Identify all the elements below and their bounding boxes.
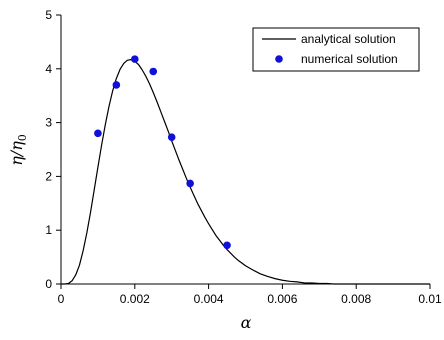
- x-tick-label: 0.01: [418, 292, 442, 306]
- y-tick-label: 0: [45, 277, 52, 291]
- numerical-solution-point: [186, 179, 194, 188]
- numerical-solution-point: [149, 67, 158, 76]
- x-tick-label: 0.004: [194, 292, 224, 306]
- numerical-solution-point: [223, 241, 231, 250]
- numerical-solution-point: [131, 55, 139, 63]
- legend-label-analytical: analytical solution: [301, 32, 396, 46]
- legend-box: [252, 27, 420, 72]
- legend: analytical solution numerical solution: [252, 27, 420, 72]
- legend-label-numerical: numerical solution: [301, 52, 398, 66]
- x-tick-label: 0.008: [341, 292, 371, 306]
- y-tick-label: 5: [45, 8, 52, 22]
- x-tick-label: 0.006: [267, 292, 297, 306]
- y-tick-label: 3: [45, 116, 52, 130]
- series: [61, 55, 430, 285]
- ticks: 0 0.002 0.004 0.006 0.008 0.01 0 1 2 3 4 5: [45, 8, 442, 306]
- y-tick-label: 1: [45, 223, 52, 237]
- y-tick-label: 2: [45, 169, 52, 183]
- y-axis-label: η/η0: [7, 134, 29, 166]
- x-tick-label: 0.002: [120, 292, 150, 306]
- numerical-solution-point: [94, 129, 102, 138]
- analytical-solution-line: [61, 59, 430, 285]
- x-axis-label: α: [241, 313, 252, 332]
- y-tick-label: 4: [45, 62, 52, 76]
- legend-dot-marker: [275, 55, 283, 63]
- numerical-solution-point: [167, 133, 176, 141]
- x-tick-label: 0: [58, 292, 65, 306]
- numerical-solution-point: [112, 81, 121, 89]
